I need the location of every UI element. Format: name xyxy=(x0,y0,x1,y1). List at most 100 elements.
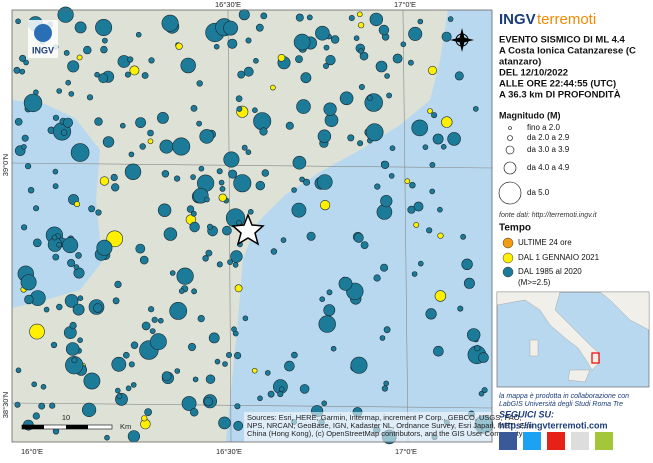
epicenter xyxy=(172,137,191,156)
epicenter xyxy=(21,144,27,150)
coord-label: 17°0'E xyxy=(395,447,417,456)
legend-label: da 2.0 a 2.9 xyxy=(527,133,570,142)
epicenter xyxy=(127,56,134,63)
epicenter xyxy=(267,390,275,398)
epicenter xyxy=(381,385,389,392)
epicenter xyxy=(388,173,395,179)
side-panel: INGV terremoti EVENTO SISMICO DI ML 4.4 … xyxy=(496,11,650,450)
credits: la mappa è prodotta in collaborazione co… xyxy=(499,393,629,400)
epicenter xyxy=(77,337,83,344)
epicenter xyxy=(251,367,258,374)
land xyxy=(12,10,448,442)
epicenter xyxy=(111,356,127,372)
epicenter xyxy=(236,219,242,226)
epicenter xyxy=(15,367,22,374)
epicenter xyxy=(73,264,80,270)
epicenter xyxy=(52,183,59,190)
epicenter xyxy=(130,341,139,349)
epicenter xyxy=(176,267,194,285)
legend-label: DAL 1 GENNAIO 2021 xyxy=(518,253,600,262)
epicenter xyxy=(234,403,241,410)
epicenter xyxy=(15,18,21,25)
epicenter xyxy=(67,258,76,267)
epicenter xyxy=(151,316,158,323)
epicenter xyxy=(76,54,83,61)
epicenter xyxy=(163,227,178,241)
brand: terremoti xyxy=(537,11,596,28)
epicenter xyxy=(227,259,233,265)
epicenter xyxy=(38,402,46,410)
epicenter xyxy=(350,356,368,374)
twitter-icon[interactable] xyxy=(523,432,541,450)
epicenter xyxy=(242,315,249,322)
epicenter xyxy=(374,183,381,190)
url[interactable]: https://ingvterremoti.com xyxy=(499,420,608,430)
epicenter xyxy=(99,176,109,186)
scale-bar xyxy=(21,424,113,430)
epicenter xyxy=(68,91,75,97)
attribution: NPS, NRCAN, GeoBase, IGN, Kadaster NL, O… xyxy=(247,421,533,430)
epicenter xyxy=(192,376,199,383)
epicenter xyxy=(454,71,464,81)
epicenter xyxy=(425,308,437,320)
event-line: ALLE ORE 22:44:55 (UTC) xyxy=(499,79,616,90)
epicenter xyxy=(161,14,179,32)
epicenter xyxy=(356,11,363,18)
epicenter xyxy=(234,284,243,293)
epicenter xyxy=(94,71,100,78)
epicenter xyxy=(330,35,340,44)
epicenter xyxy=(174,175,181,182)
epicenter xyxy=(147,138,154,145)
epicenter xyxy=(96,239,113,256)
legend-symbol xyxy=(503,161,517,175)
epicenter xyxy=(135,117,146,128)
youtube-icon[interactable] xyxy=(547,432,565,450)
epicenter xyxy=(260,12,268,20)
epicenter xyxy=(261,169,269,177)
epicenter xyxy=(375,60,388,73)
epicenter xyxy=(437,232,444,239)
epicenter xyxy=(141,321,151,331)
epicenter xyxy=(478,352,489,363)
epicenter xyxy=(322,62,329,69)
epicenter xyxy=(257,395,263,402)
source: fonte dati: http://terremoti.ingv.it xyxy=(499,212,598,219)
epicenter xyxy=(112,297,120,305)
epicenter xyxy=(460,233,466,240)
credits: LabGIS Università degli Studi Roma Tre xyxy=(499,401,623,408)
legend-label: fino a 2.0 xyxy=(527,123,560,132)
epicenter xyxy=(27,187,35,194)
legend-label: (M>=2.5) xyxy=(518,278,551,287)
epicenter xyxy=(102,136,115,148)
epicenter xyxy=(339,91,354,106)
epicenter xyxy=(380,195,393,208)
inset-map xyxy=(496,291,650,388)
epicenter xyxy=(365,123,384,142)
epicenter xyxy=(358,84,365,91)
event-line: A Costa Ionica Catanzarese (C xyxy=(499,46,636,57)
epicenter xyxy=(237,70,246,79)
epicenter xyxy=(128,151,135,158)
epicenter xyxy=(159,139,174,154)
epicenter xyxy=(139,143,146,150)
epicenter xyxy=(320,200,331,211)
epicenter xyxy=(389,145,396,151)
app-icon[interactable] xyxy=(571,432,589,450)
epicenter xyxy=(181,396,197,411)
scale-label: Km xyxy=(120,422,131,431)
epicenter xyxy=(81,402,97,418)
epicenter xyxy=(303,178,311,186)
epicenter xyxy=(381,160,390,169)
epicenter xyxy=(411,271,418,277)
epicenter xyxy=(13,66,21,74)
epicenter xyxy=(94,117,103,126)
epicenter xyxy=(324,113,339,127)
epicenter xyxy=(472,106,479,112)
epicenter xyxy=(252,107,258,113)
epicenter xyxy=(330,345,337,352)
android-icon[interactable] xyxy=(595,432,613,450)
facebook-icon[interactable] xyxy=(499,432,517,450)
epicenter xyxy=(223,20,238,36)
epicenter xyxy=(323,304,336,317)
epicenter xyxy=(21,134,29,142)
